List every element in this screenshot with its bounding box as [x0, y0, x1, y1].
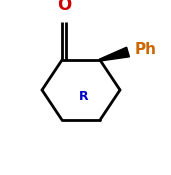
Polygon shape	[100, 47, 129, 61]
Text: Ph: Ph	[135, 43, 157, 58]
Text: R: R	[79, 89, 89, 103]
Text: O: O	[57, 0, 71, 14]
